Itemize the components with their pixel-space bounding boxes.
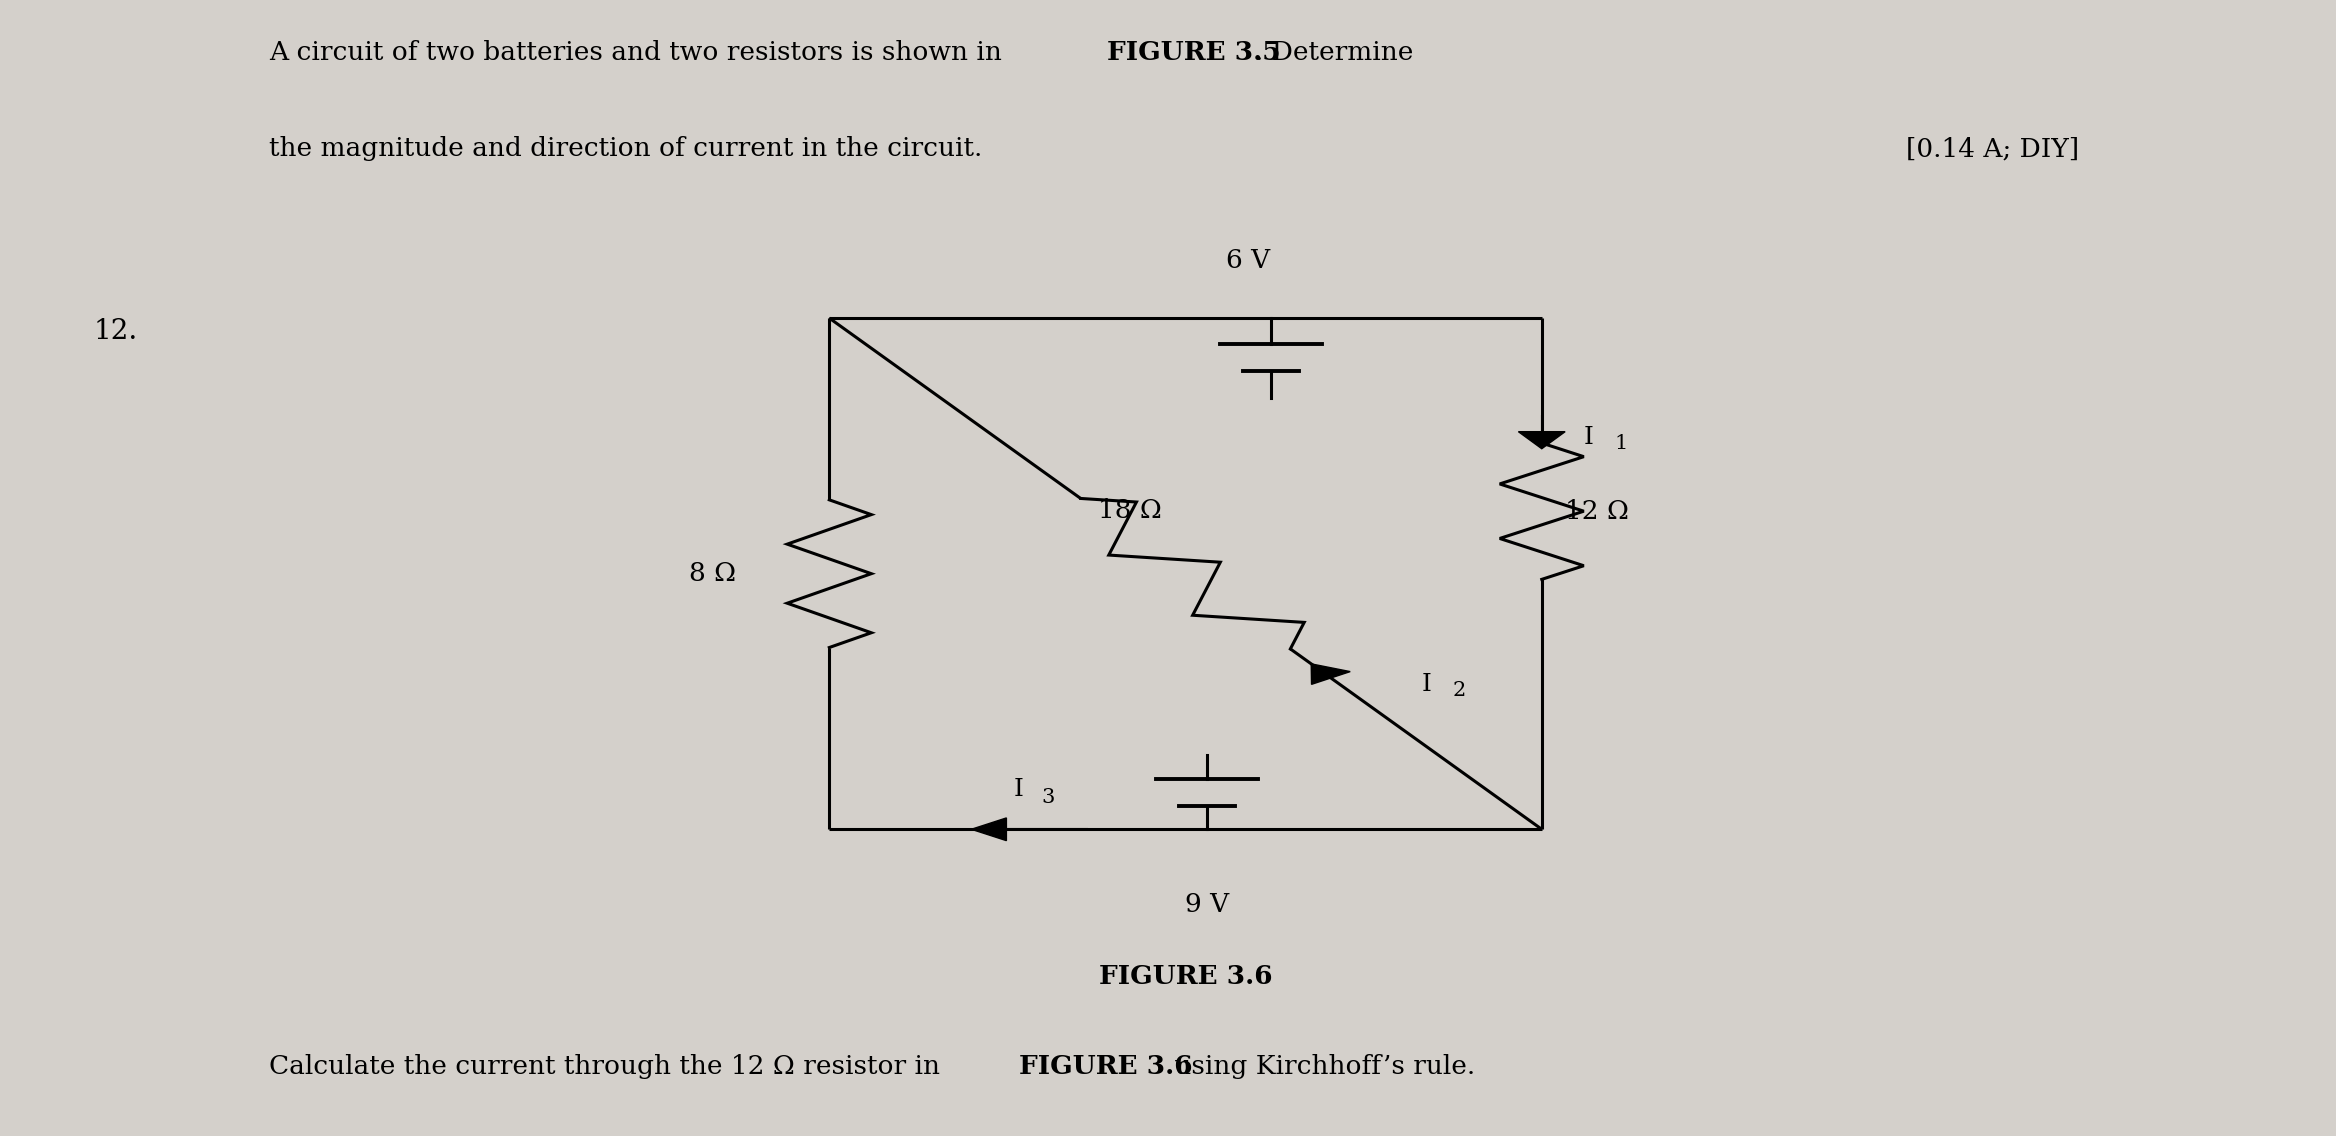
Text: I: I bbox=[1584, 426, 1593, 449]
Text: A circuit of two batteries and two resistors is shown in: A circuit of two batteries and two resis… bbox=[269, 40, 1009, 65]
Text: . Determine: . Determine bbox=[1254, 40, 1413, 65]
Text: 3: 3 bbox=[1042, 787, 1056, 807]
Text: 6 V: 6 V bbox=[1226, 248, 1271, 273]
Polygon shape bbox=[1310, 663, 1350, 684]
Polygon shape bbox=[972, 818, 1007, 841]
Polygon shape bbox=[1518, 432, 1565, 449]
Text: [0.14 A; DIY]: [0.14 A; DIY] bbox=[1906, 136, 2079, 161]
Text: using Kirchhoff’s rule.: using Kirchhoff’s rule. bbox=[1166, 1054, 1476, 1079]
Text: I: I bbox=[1014, 778, 1023, 801]
Text: 2: 2 bbox=[1453, 680, 1465, 700]
Text: FIGURE 3.6: FIGURE 3.6 bbox=[1018, 1054, 1194, 1079]
Text: 8 Ω: 8 Ω bbox=[689, 561, 736, 586]
Text: FIGURE 3.5: FIGURE 3.5 bbox=[1107, 40, 1280, 65]
Text: the magnitude and direction of current in the circuit.: the magnitude and direction of current i… bbox=[269, 136, 981, 161]
Text: 9 V: 9 V bbox=[1184, 892, 1229, 917]
Text: FIGURE 3.6: FIGURE 3.6 bbox=[1098, 964, 1273, 989]
Text: 12 Ω: 12 Ω bbox=[1565, 499, 1628, 524]
Text: 12.: 12. bbox=[93, 318, 138, 345]
Text: Calculate the current through the 12 Ω resistor in: Calculate the current through the 12 Ω r… bbox=[269, 1054, 948, 1079]
Text: I: I bbox=[1423, 673, 1432, 696]
Text: 18 Ω: 18 Ω bbox=[1098, 498, 1163, 523]
Text: 1: 1 bbox=[1614, 434, 1628, 452]
